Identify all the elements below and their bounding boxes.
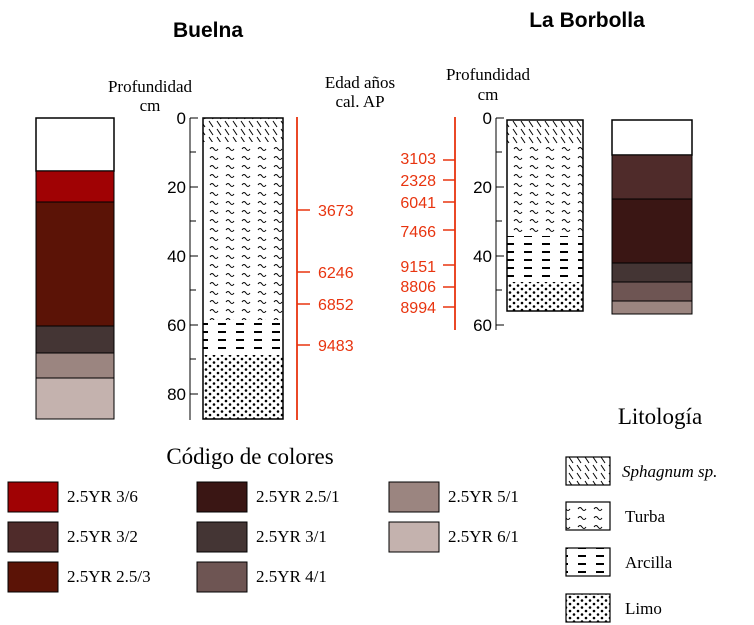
arcilla-swatch xyxy=(565,547,611,577)
lithology-legend: Sphagnum sp. Turba Arcilla Limo xyxy=(565,456,717,623)
color-swatch xyxy=(196,521,248,553)
color-swatch xyxy=(7,521,59,553)
color-legend-label: 2.5YR 2.5/3 xyxy=(67,567,151,586)
buelna-color-layer xyxy=(35,201,115,327)
color-swatch xyxy=(388,521,440,553)
buelna-lith-arcilla xyxy=(203,320,283,355)
borbolla-lith-sphagnum xyxy=(507,120,583,144)
buelna-age-label: 6246 xyxy=(318,265,354,282)
lithology-legend-label: Sphagnum sp. xyxy=(622,462,717,481)
borbolla-color-layer xyxy=(611,119,693,156)
borbolla-lith-outline xyxy=(506,119,584,312)
color-legend-label: 2.5YR 3/1 xyxy=(256,527,327,546)
buelna-tick-label: 20 xyxy=(167,178,186,197)
borbolla-color-layer xyxy=(611,154,693,200)
buelna-color-column xyxy=(35,117,115,420)
borbolla-color-layer xyxy=(611,300,693,315)
borbolla-age-axis: 3103 2328 6041 7466 9151 8806 8994 xyxy=(400,117,456,330)
color-legend-title: Código de colores xyxy=(166,444,333,469)
borbolla-title: La Borbolla xyxy=(529,9,645,32)
buelna-title: Buelna xyxy=(173,19,243,42)
borbolla-color-layer xyxy=(611,198,693,264)
color-swatch xyxy=(7,481,59,513)
borbolla-age-label: 8994 xyxy=(400,300,436,317)
buelna-tick-label: 0 xyxy=(177,109,186,128)
borbolla-tick-label: 60 xyxy=(473,316,492,335)
color-legend-label: 2.5YR 6/1 xyxy=(448,527,519,546)
sphagnum-swatch xyxy=(565,456,611,486)
borbolla-age-label: 3103 xyxy=(400,151,436,168)
turba-swatch xyxy=(565,501,611,531)
borbolla-age-label: 9151 xyxy=(400,259,436,276)
age-label: Edad años xyxy=(325,73,395,92)
borbolla-depth-label: Profundidad xyxy=(446,65,531,84)
buelna-age-axis: 3673 6246 6852 9483 xyxy=(296,117,354,420)
borbolla-age-label: 6041 xyxy=(400,195,436,212)
buelna-tick-label: 60 xyxy=(167,316,186,335)
buelna-age-label: 9483 xyxy=(318,338,354,355)
buelna-color-layer xyxy=(35,352,115,379)
buelna-lith-outline xyxy=(202,117,284,420)
borbolla-age-label: 7466 xyxy=(400,224,436,241)
buelna-age-label: 6852 xyxy=(318,297,354,314)
borbolla-tick-label: 20 xyxy=(473,178,492,197)
buelna-lith-sphagnum xyxy=(203,118,283,142)
color-legend-label: 2.5YR 3/2 xyxy=(67,527,138,546)
buelna-tick-label: 80 xyxy=(167,385,186,404)
color-legend-label: 2.5YR 2.5/1 xyxy=(256,487,340,506)
buelna-lith-limo xyxy=(203,355,283,419)
buelna-depth-axis: 0 20 40 60 80 xyxy=(167,109,198,420)
limo-swatch xyxy=(565,593,611,623)
borbolla-lith-turba xyxy=(507,144,583,236)
lithology-legend-label: Limo xyxy=(625,599,662,618)
color-swatch xyxy=(196,481,248,513)
borbolla-color-layer xyxy=(611,262,693,283)
lithology-legend-label: Arcilla xyxy=(625,553,673,572)
borbolla-lith-arcilla xyxy=(507,236,583,282)
lithology-legend-title: Litología xyxy=(618,404,702,429)
buelna-color-layer xyxy=(35,377,115,420)
buelna-depth-label: Profundidad xyxy=(108,77,193,96)
lithology-legend-label: Turba xyxy=(625,507,665,526)
buelna-color-layer xyxy=(35,170,115,203)
color-legend: 2.5YR 3/6 2.5YR 3/2 2.5YR 2.5/3 2.5YR 2.… xyxy=(7,481,519,593)
borbolla-lith-limo xyxy=(507,282,583,311)
buelna-lith-turba xyxy=(203,142,283,320)
color-swatch xyxy=(196,561,248,593)
borbolla-depth-axis: 0 20 40 60 xyxy=(473,109,504,335)
color-legend-label: 2.5YR 5/1 xyxy=(448,487,519,506)
buelna-color-layer xyxy=(35,117,115,172)
borbolla-lithology-column xyxy=(506,119,584,312)
borbolla-color-column xyxy=(611,119,693,315)
borbolla-color-layer xyxy=(611,281,693,302)
buelna-age-label: 3673 xyxy=(318,203,354,220)
color-legend-label: 2.5YR 4/1 xyxy=(256,567,327,586)
buelna-lithology-column xyxy=(202,117,284,420)
age-label-unit: cal. AP xyxy=(335,92,384,111)
borbolla-depth-unit: cm xyxy=(478,85,499,104)
buelna-depth-unit: cm xyxy=(140,96,161,115)
buelna-tick-label: 40 xyxy=(167,247,186,266)
color-swatch xyxy=(7,561,59,593)
borbolla-age-label: 2328 xyxy=(400,173,436,190)
color-swatch xyxy=(388,481,440,513)
color-legend-label: 2.5YR 3/6 xyxy=(67,487,138,506)
borbolla-tick-label: 40 xyxy=(473,247,492,266)
borbolla-tick-label: 0 xyxy=(483,109,492,128)
buelna-color-layer xyxy=(35,325,115,354)
borbolla-age-label: 8806 xyxy=(400,279,436,296)
